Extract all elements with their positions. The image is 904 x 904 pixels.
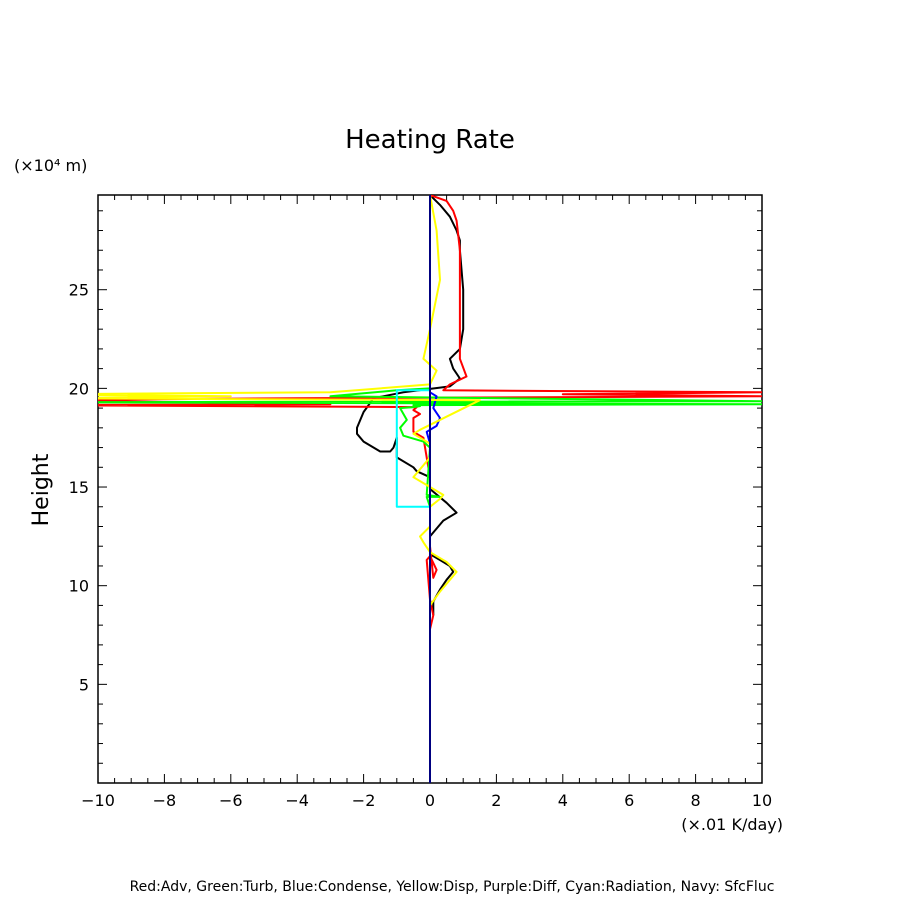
x-tick-labels: −10 −8 −6 −4 −2 0 2 4 6 8 10 xyxy=(81,791,772,810)
y-tick-label: 15 xyxy=(69,478,89,497)
series-line-3 xyxy=(425,388,441,444)
x-tick-label: 6 xyxy=(624,791,634,810)
x-tick-label: 8 xyxy=(691,791,701,810)
y-tick-label: 20 xyxy=(69,379,89,398)
x-tick-label: 10 xyxy=(752,791,772,810)
y-tick-label: 25 xyxy=(69,281,89,300)
x-tick-label: 0 xyxy=(425,791,435,810)
x-tick-label: −4 xyxy=(285,791,309,810)
x-unit-label: (×.01 K/day) xyxy=(681,815,783,834)
x-tick-label: −6 xyxy=(219,791,243,810)
series-line-0 xyxy=(356,195,465,616)
legend-text: Red:Adv, Green:Turb, Blue:Condense, Yell… xyxy=(130,879,775,895)
y-unit-label: (×10⁴ m) xyxy=(14,156,87,175)
x-tick-label: 4 xyxy=(558,791,568,810)
series-line-1 xyxy=(98,195,762,630)
axis-ticks xyxy=(97,195,763,783)
y-tick-label: 5 xyxy=(79,675,89,694)
x-tick-label: 2 xyxy=(491,791,501,810)
y-axis-label: Height xyxy=(29,453,54,526)
series-group xyxy=(98,195,762,783)
x-tick-label: −10 xyxy=(81,791,115,810)
chart-title: Heating Rate xyxy=(345,125,515,155)
y-tick-label: 10 xyxy=(69,577,89,596)
x-tick-label: −8 xyxy=(153,791,177,810)
y-tick-labels: 5 10 15 20 25 xyxy=(69,281,89,695)
x-tick-label: −2 xyxy=(352,791,376,810)
series-line-2 xyxy=(98,387,762,508)
